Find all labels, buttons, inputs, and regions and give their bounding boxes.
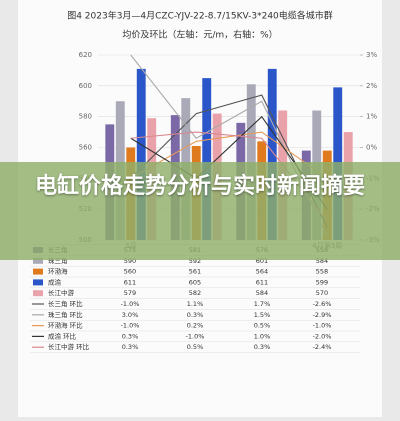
table-value: 0.3% [122,343,139,351]
table-value: -2.9% [313,311,332,319]
table-value: 590 [124,257,136,265]
table-value: 584 [256,289,268,297]
table-value: 601 [256,257,268,265]
y-tick-label: 560 [79,144,92,152]
y-tick-label: 620 [79,51,92,59]
table-value: 1.0% [254,332,271,340]
table-value: 558 [316,268,328,276]
y-tick-label: 580 [79,113,92,121]
legend-label: 环渤海 环比 [48,321,83,330]
banner-box: 电缸价格走势分析与实时新闻摘要 [34,174,365,199]
table-value: 611 [256,278,268,286]
y2-tick-label: 0% [366,144,377,152]
legend-key [33,257,43,264]
legend-label: 长江中游 环比 [48,342,90,351]
bar [267,68,277,240]
table-value: 0.3% [122,332,139,340]
table-value: 582 [189,289,201,297]
table-value: 1.7% [254,300,271,308]
legend-key [33,279,43,286]
legend-key [33,268,43,275]
legend-label: 长江中游 [48,288,75,297]
table-value: -2.0% [313,332,332,340]
y2-tick-label: 1% [366,113,377,121]
line-series [130,94,328,228]
legend-label: 环渤海 [48,267,68,276]
table-value: 0.2% [187,322,204,330]
bar [136,68,146,240]
table-value: 1.1% [187,300,204,308]
table-value: -2.6% [313,300,332,308]
chart-subtitle: 均价及环比（左轴：元/m，右轴：%） [122,29,277,41]
table-value: -1.0% [313,322,332,330]
y2-tick-label: 3% [366,51,377,59]
banner-title: 电缸价格走势分析与实时新闻摘要 [34,174,365,199]
line-series [130,131,328,179]
table-value: 592 [189,257,201,265]
table-value: 3.0% [122,311,139,319]
y2-tick-label: 2% [366,82,377,90]
table-value: 0.5% [254,322,271,330]
table-value: 605 [189,278,201,286]
table-value: -1.0% [121,322,140,330]
table-value: 560 [124,268,136,276]
table-value: 611 [124,278,136,286]
table-value: 570 [316,289,328,297]
table-value: 0.5% [187,343,204,351]
table-value: -1.0% [186,332,205,340]
table-value: -2.4% [313,343,332,351]
legend-label: 珠三角 环比 [48,310,83,319]
banner-band [0,162,400,260]
y-tick-label: 600 [79,82,92,90]
table-value: 584 [316,257,328,265]
table-value: 599 [316,278,328,286]
legend-label: 成渝 环比 [48,331,77,340]
legend-key [33,290,43,297]
table-value: 0.3% [187,311,204,319]
legend-label: 长三角 环比 [48,299,83,308]
bar [202,78,212,240]
table-value: -1.0% [121,300,140,308]
table-value: 1.5% [254,311,271,319]
table-value: 0.3% [254,343,271,351]
table-value: 579 [124,289,136,297]
legend-label: 珠三角 [48,256,68,265]
chart-title: 图4 2023年3月—4月CZC-YJV-22-8.7/15KV-3*240电缆… [67,10,333,22]
table-value: 564 [256,268,268,276]
legend-label: 成渝 [48,277,62,286]
table-value: 561 [189,268,201,276]
